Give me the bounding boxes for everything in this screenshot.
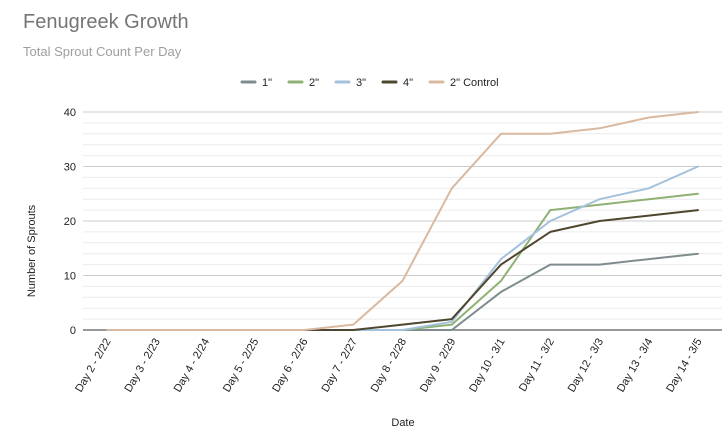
legend: 1" 2" 3" 4" 2" Control: [240, 77, 499, 89]
y-tick-label: 0: [70, 325, 76, 337]
y-axis-label: Number of Sprouts: [26, 204, 38, 297]
series-line-0: [106, 252, 699, 331]
x-tick-label: Day 6 - 2/26: [270, 337, 310, 395]
legend-label: 4": [403, 77, 413, 89]
y-tick-label: 40: [64, 107, 76, 119]
x-tick-label: Day 10 - 3/1: [467, 337, 507, 395]
series-line-4: [106, 111, 699, 331]
legend-label: 1": [262, 77, 272, 89]
y-tick-label: 10: [64, 271, 76, 283]
y-axis-ticks: 0 10 20 30 40: [64, 107, 76, 337]
x-tick-label: Day 4 - 2/24: [172, 337, 212, 395]
x-axis-ticks: Day 2 - 2/22 Day 3 - 2/23 Day 4 - 2/24 Day …: [73, 337, 704, 395]
x-tick-label: Day 13 - 3/4: [615, 337, 655, 395]
x-tick-label: Day 2 - 2/22: [73, 337, 113, 395]
x-tick-label: Day 3 - 2/23: [122, 337, 162, 395]
x-tick-label: Day 9 - 2/29: [418, 337, 458, 395]
gridlines: [83, 111, 722, 331]
legend-label: 2" Control: [450, 77, 499, 89]
x-tick-label: Day 5 - 2/25: [221, 337, 261, 395]
legend-label: 3": [356, 77, 366, 89]
x-axis-label: Date: [391, 417, 414, 429]
x-tick-label: Day 11 - 3/2: [517, 337, 557, 394]
x-tick-label: Day 12 - 3/3: [566, 337, 606, 395]
x-tick-label: Day 14 - 3/5: [664, 337, 704, 395]
chart-title: Fenugreek Growth: [23, 11, 189, 33]
x-tick-label: Day 8 - 2/28: [369, 337, 409, 395]
y-tick-label: 30: [64, 162, 76, 174]
x-tick-label: Day 7 - 2/27: [319, 337, 359, 395]
series-line-2: [106, 165, 699, 331]
legend-label: 2": [309, 77, 319, 89]
series-lines: [106, 111, 699, 331]
chart-subtitle: Total Sprout Count Per Day: [23, 44, 182, 59]
y-tick-label: 20: [64, 216, 76, 228]
series-line-1: [106, 192, 699, 331]
series-line-3: [106, 209, 699, 331]
